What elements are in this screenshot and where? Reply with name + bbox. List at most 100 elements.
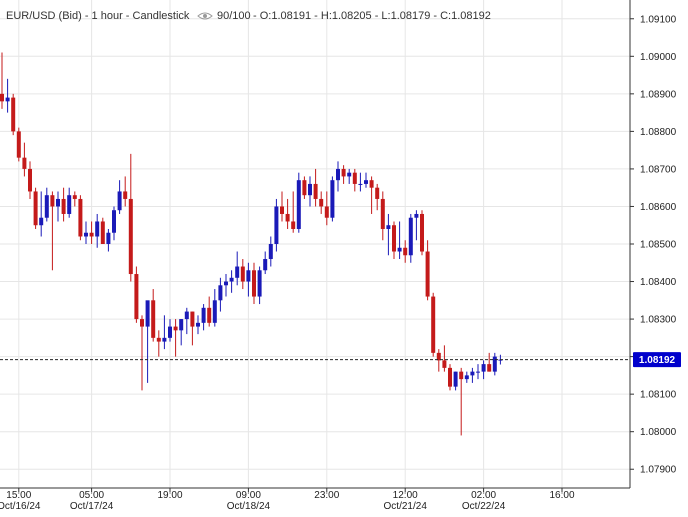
candle[interactable] [106,228,111,252]
candle[interactable] [100,217,105,244]
candle[interactable] [347,168,352,184]
candle[interactable] [296,172,301,233]
candle[interactable] [392,221,396,260]
candle[interactable] [324,191,329,226]
candle[interactable] [61,187,66,222]
chart-header: EUR/USD (Bid) - 1 hour - Candlestick 90/… [6,10,491,22]
candle[interactable] [145,300,150,383]
candle[interactable] [431,292,436,357]
candle[interactable] [151,289,156,342]
candle[interactable] [352,168,357,192]
candle-layer [0,52,503,436]
candle[interactable] [425,240,430,301]
candle[interactable] [285,198,290,229]
candle[interactable] [481,360,486,380]
candle[interactable] [95,213,100,248]
candle[interactable] [84,221,88,244]
candle[interactable] [235,251,240,286]
candle[interactable] [184,307,189,335]
candle[interactable] [420,210,424,256]
candle[interactable] [0,52,4,109]
candle[interactable] [218,277,223,312]
candle[interactable] [179,319,184,346]
candle-body [358,183,363,185]
candle[interactable] [358,172,363,192]
candle[interactable] [134,266,139,323]
candle[interactable] [375,183,380,211]
candle[interactable] [140,315,144,391]
candle-body [408,217,413,256]
candle[interactable] [72,191,77,207]
candle[interactable] [44,187,49,222]
candle[interactable] [224,274,228,297]
candle[interactable] [56,191,60,222]
candle[interactable] [263,251,268,275]
candle[interactable] [291,191,296,233]
candle-body [330,180,335,218]
candle[interactable] [380,191,385,241]
candle[interactable] [78,195,83,241]
candle[interactable] [33,187,38,229]
candle[interactable] [11,93,16,136]
candle[interactable] [386,213,391,256]
candle[interactable] [123,176,128,207]
candle[interactable] [364,172,368,188]
candle[interactable] [268,236,273,267]
candle[interactable] [330,176,335,222]
candle[interactable] [436,349,441,372]
candle[interactable] [168,319,172,342]
candle[interactable] [470,367,475,383]
candle[interactable] [257,266,262,305]
candle[interactable] [302,176,307,199]
candle[interactable] [212,289,217,327]
candle[interactable] [39,191,44,237]
candle[interactable] [369,176,374,214]
candle[interactable] [162,315,167,350]
candle[interactable] [240,259,245,290]
candle[interactable] [190,311,195,346]
candle[interactable] [464,371,469,383]
candle[interactable] [246,262,251,297]
candle[interactable] [89,221,94,244]
candle[interactable] [207,296,212,327]
candle[interactable] [313,168,318,207]
candle[interactable] [448,364,452,391]
candle[interactable] [414,210,419,241]
candle[interactable] [50,191,55,271]
candle[interactable] [476,364,480,380]
eye-icon[interactable] [197,12,213,20]
candle[interactable] [403,240,408,263]
candle-body [252,270,256,297]
candle[interactable] [201,304,206,331]
candle[interactable] [319,191,324,214]
candle[interactable] [22,142,27,177]
candle[interactable] [442,345,447,372]
candle[interactable] [274,198,279,252]
candle[interactable] [173,319,178,357]
candle[interactable] [112,206,116,241]
candle[interactable] [397,221,402,260]
candle[interactable] [117,180,122,214]
candle[interactable] [128,153,133,282]
candle[interactable] [453,371,458,391]
candle[interactable] [492,352,497,376]
candle-body [145,300,150,327]
candle[interactable] [196,315,200,335]
candle[interactable] [336,161,340,192]
candle[interactable] [308,176,312,207]
candle[interactable] [252,262,256,305]
candle-body [196,322,200,327]
candle[interactable] [341,165,346,184]
candle[interactable] [487,352,492,372]
candle[interactable] [16,127,21,162]
candle[interactable] [67,187,72,218]
candle[interactable] [408,213,413,263]
candle[interactable] [156,330,161,357]
candle[interactable] [229,270,234,293]
candle[interactable] [28,161,32,199]
candle[interactable] [459,367,464,436]
candle[interactable] [280,191,284,222]
candle[interactable] [5,78,10,113]
